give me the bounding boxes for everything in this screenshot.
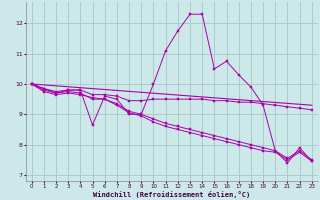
X-axis label: Windchill (Refroidissement éolien,°C): Windchill (Refroidissement éolien,°C) (93, 191, 250, 198)
